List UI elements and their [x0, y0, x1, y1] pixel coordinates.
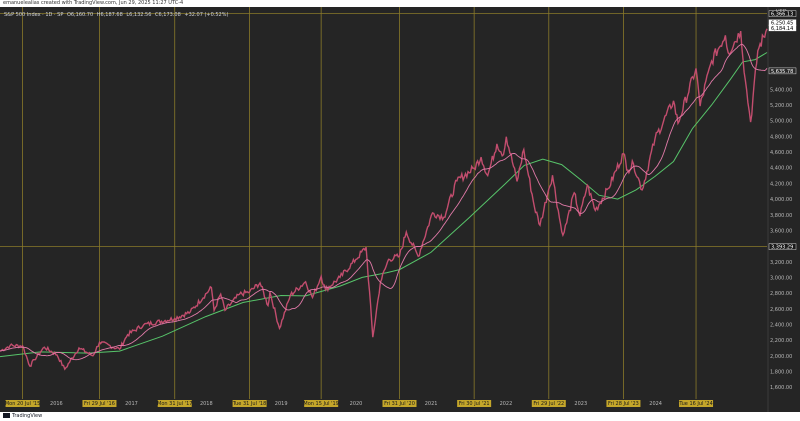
y-tick-label: 5,000.00 [770, 119, 792, 125]
time-axis: 2016 2017 2018 2019 2020 2021 2022 2023 2024 Mon … [5, 400, 714, 407]
chart-footer: TradingView [0, 412, 800, 421]
moving-average-fast-line [0, 43, 768, 361]
date-marker-tag: Mon 31 Jul '17 [157, 400, 192, 407]
symbol-label[interactable]: S&P 500 Index · 1D · SP [4, 12, 64, 18]
y-tick-label: 5,400.00 [770, 87, 792, 93]
date-marker-tag-text: Mon 15 Jul '19 [303, 401, 338, 407]
date-marker-tag: Tue 31 Jul '18 [232, 400, 267, 407]
year-label: 2019 [275, 401, 288, 407]
y-tick-label: 3,600.00 [770, 228, 792, 234]
year-label: 2024 [649, 401, 662, 407]
date-marker-tag: Mon 15 Jul '19 [303, 400, 339, 407]
date-marker-tag-text: Fri 29 Jul '16 [84, 401, 115, 407]
date-marker-tag-text: Tue 31 Jul '18 [232, 401, 266, 407]
horizontal-marker-tag: 3,393.29 [768, 243, 797, 251]
year-label: 2016 [50, 401, 63, 407]
open-value: O6,160.70 [66, 12, 94, 18]
price-tag-text: 6,250.45 [771, 21, 793, 27]
price-tag: 6,184.14 [768, 24, 797, 32]
year-label: 2017 [125, 401, 138, 407]
date-marker-tag-box [457, 400, 492, 407]
vertical-markers [0, 7, 767, 399]
price-axis: 1,600.00 1,800.00 2,000.00 2,200.00 2,400.00… [768, 9, 797, 391]
high-value: H6,187.68 [96, 12, 123, 18]
price-tag-box [768, 67, 797, 75]
y-tick-label: 2,400.00 [770, 322, 792, 328]
close-value: C6,173.08 [155, 12, 181, 18]
y-tick-label: 1,800.00 [770, 369, 792, 375]
date-marker-tag-text: Fri 30 Jul '21 [459, 401, 490, 407]
y-tick-label: 3,200.00 [770, 260, 792, 266]
y-tick-label: 2,800.00 [770, 291, 792, 297]
y-tick-label: 4,800.00 [770, 134, 792, 140]
y-tick-label: 3,000.00 [770, 275, 792, 281]
year-label: 2022 [500, 401, 513, 407]
price-tag-box [768, 24, 797, 32]
date-marker-tag-box [5, 400, 40, 407]
date-marker-tag-text: Fri 31 Jul '20 [384, 401, 415, 407]
horizontal-marker-tag-text: 6,366.13 [771, 12, 793, 18]
date-marker-tag-box [82, 400, 117, 407]
date-marker-tag-box [531, 400, 566, 407]
low-value: L6,132.56 [126, 12, 152, 18]
date-marker-tag-box [606, 400, 641, 407]
credit-text: emanuelealias created with TradingView.c… [3, 0, 184, 6]
y-tick-label: 1,600.00 [770, 385, 792, 391]
price-line [0, 28, 768, 371]
date-marker-tag-text: Fri 28 Jul '23 [608, 401, 639, 407]
date-marker-tag: Fri 29 Jul '16 [82, 400, 117, 407]
date-marker-tag-text: Mon 31 Jul '17 [157, 401, 192, 407]
horizontal-marker-tag: 6,366.13 [768, 10, 797, 18]
date-marker-tag: Mon 20 Jul '15 [5, 400, 40, 407]
year-label: 2023 [574, 401, 587, 407]
y-tick-label: 2,600.00 [770, 307, 792, 313]
tradingview-logo: TradingView [3, 413, 42, 420]
horizontal-marker-tag-box [768, 243, 797, 250]
plot-background [0, 7, 800, 412]
y-tick-label: 4,000.00 [770, 197, 792, 203]
price-tag: 5,635.78 [768, 67, 797, 75]
date-marker-tag-text: Fri 29 Jul '22 [533, 401, 564, 407]
y-tick-label: 5,200.00 [770, 103, 792, 109]
y-tick-label: 3,800.00 [770, 213, 792, 219]
date-marker-tag-text: Mon 20 Jul '15 [5, 401, 40, 407]
date-marker-tag-box [304, 400, 339, 407]
price-tag-text: 6,184.14 [771, 26, 793, 32]
date-marker-tag: Fri 29 Jul '22 [531, 400, 566, 407]
horizontal-marker-tag-box [768, 10, 797, 17]
date-marker-tag-box [382, 400, 417, 407]
moving-average-slow-line [0, 52, 768, 358]
tradingview-logo-text: TradingView [12, 413, 43, 419]
year-label: 2018 [200, 401, 213, 407]
year-label: 2020 [350, 401, 363, 407]
y-tick-label: 2,200.00 [770, 338, 792, 344]
date-marker-tag-box [679, 400, 714, 407]
date-marker-tag: Fri 30 Jul '21 [457, 400, 492, 407]
symbol-legend: S&P 500 Index · 1D · SP O6,160.70 H6,187… [4, 12, 230, 18]
y-tick-label: 2,000.00 [770, 354, 792, 360]
chart-header: emanuelealias created with TradingView.c… [0, 0, 800, 7]
price-tag-text: 5,635.78 [771, 69, 793, 75]
price-chart[interactable]: 1,600.00 1,800.00 2,000.00 2,200.00 2,400.00… [0, 7, 800, 412]
date-marker-tag: Fri 28 Jul '23 [606, 400, 641, 407]
horizontal-marker-tag-text: 3,393.29 [771, 245, 793, 251]
year-label: 2021 [425, 401, 438, 407]
date-marker-tag: Fri 31 Jul '20 [382, 400, 417, 407]
date-marker-tag-box [157, 400, 192, 407]
y-tick-label: 4,200.00 [770, 181, 792, 187]
tradingview-mark-icon [3, 413, 10, 418]
change-value: +32.07 (+0.52%) [184, 12, 229, 18]
date-marker-tag-text: Tue 16 Jul '24 [678, 401, 712, 407]
date-marker-tag: Tue 16 Jul '24 [678, 400, 714, 407]
date-marker-tag-box [232, 400, 267, 407]
y-tick-label: 4,400.00 [770, 166, 792, 172]
y-tick-label: 4,600.00 [770, 150, 792, 156]
